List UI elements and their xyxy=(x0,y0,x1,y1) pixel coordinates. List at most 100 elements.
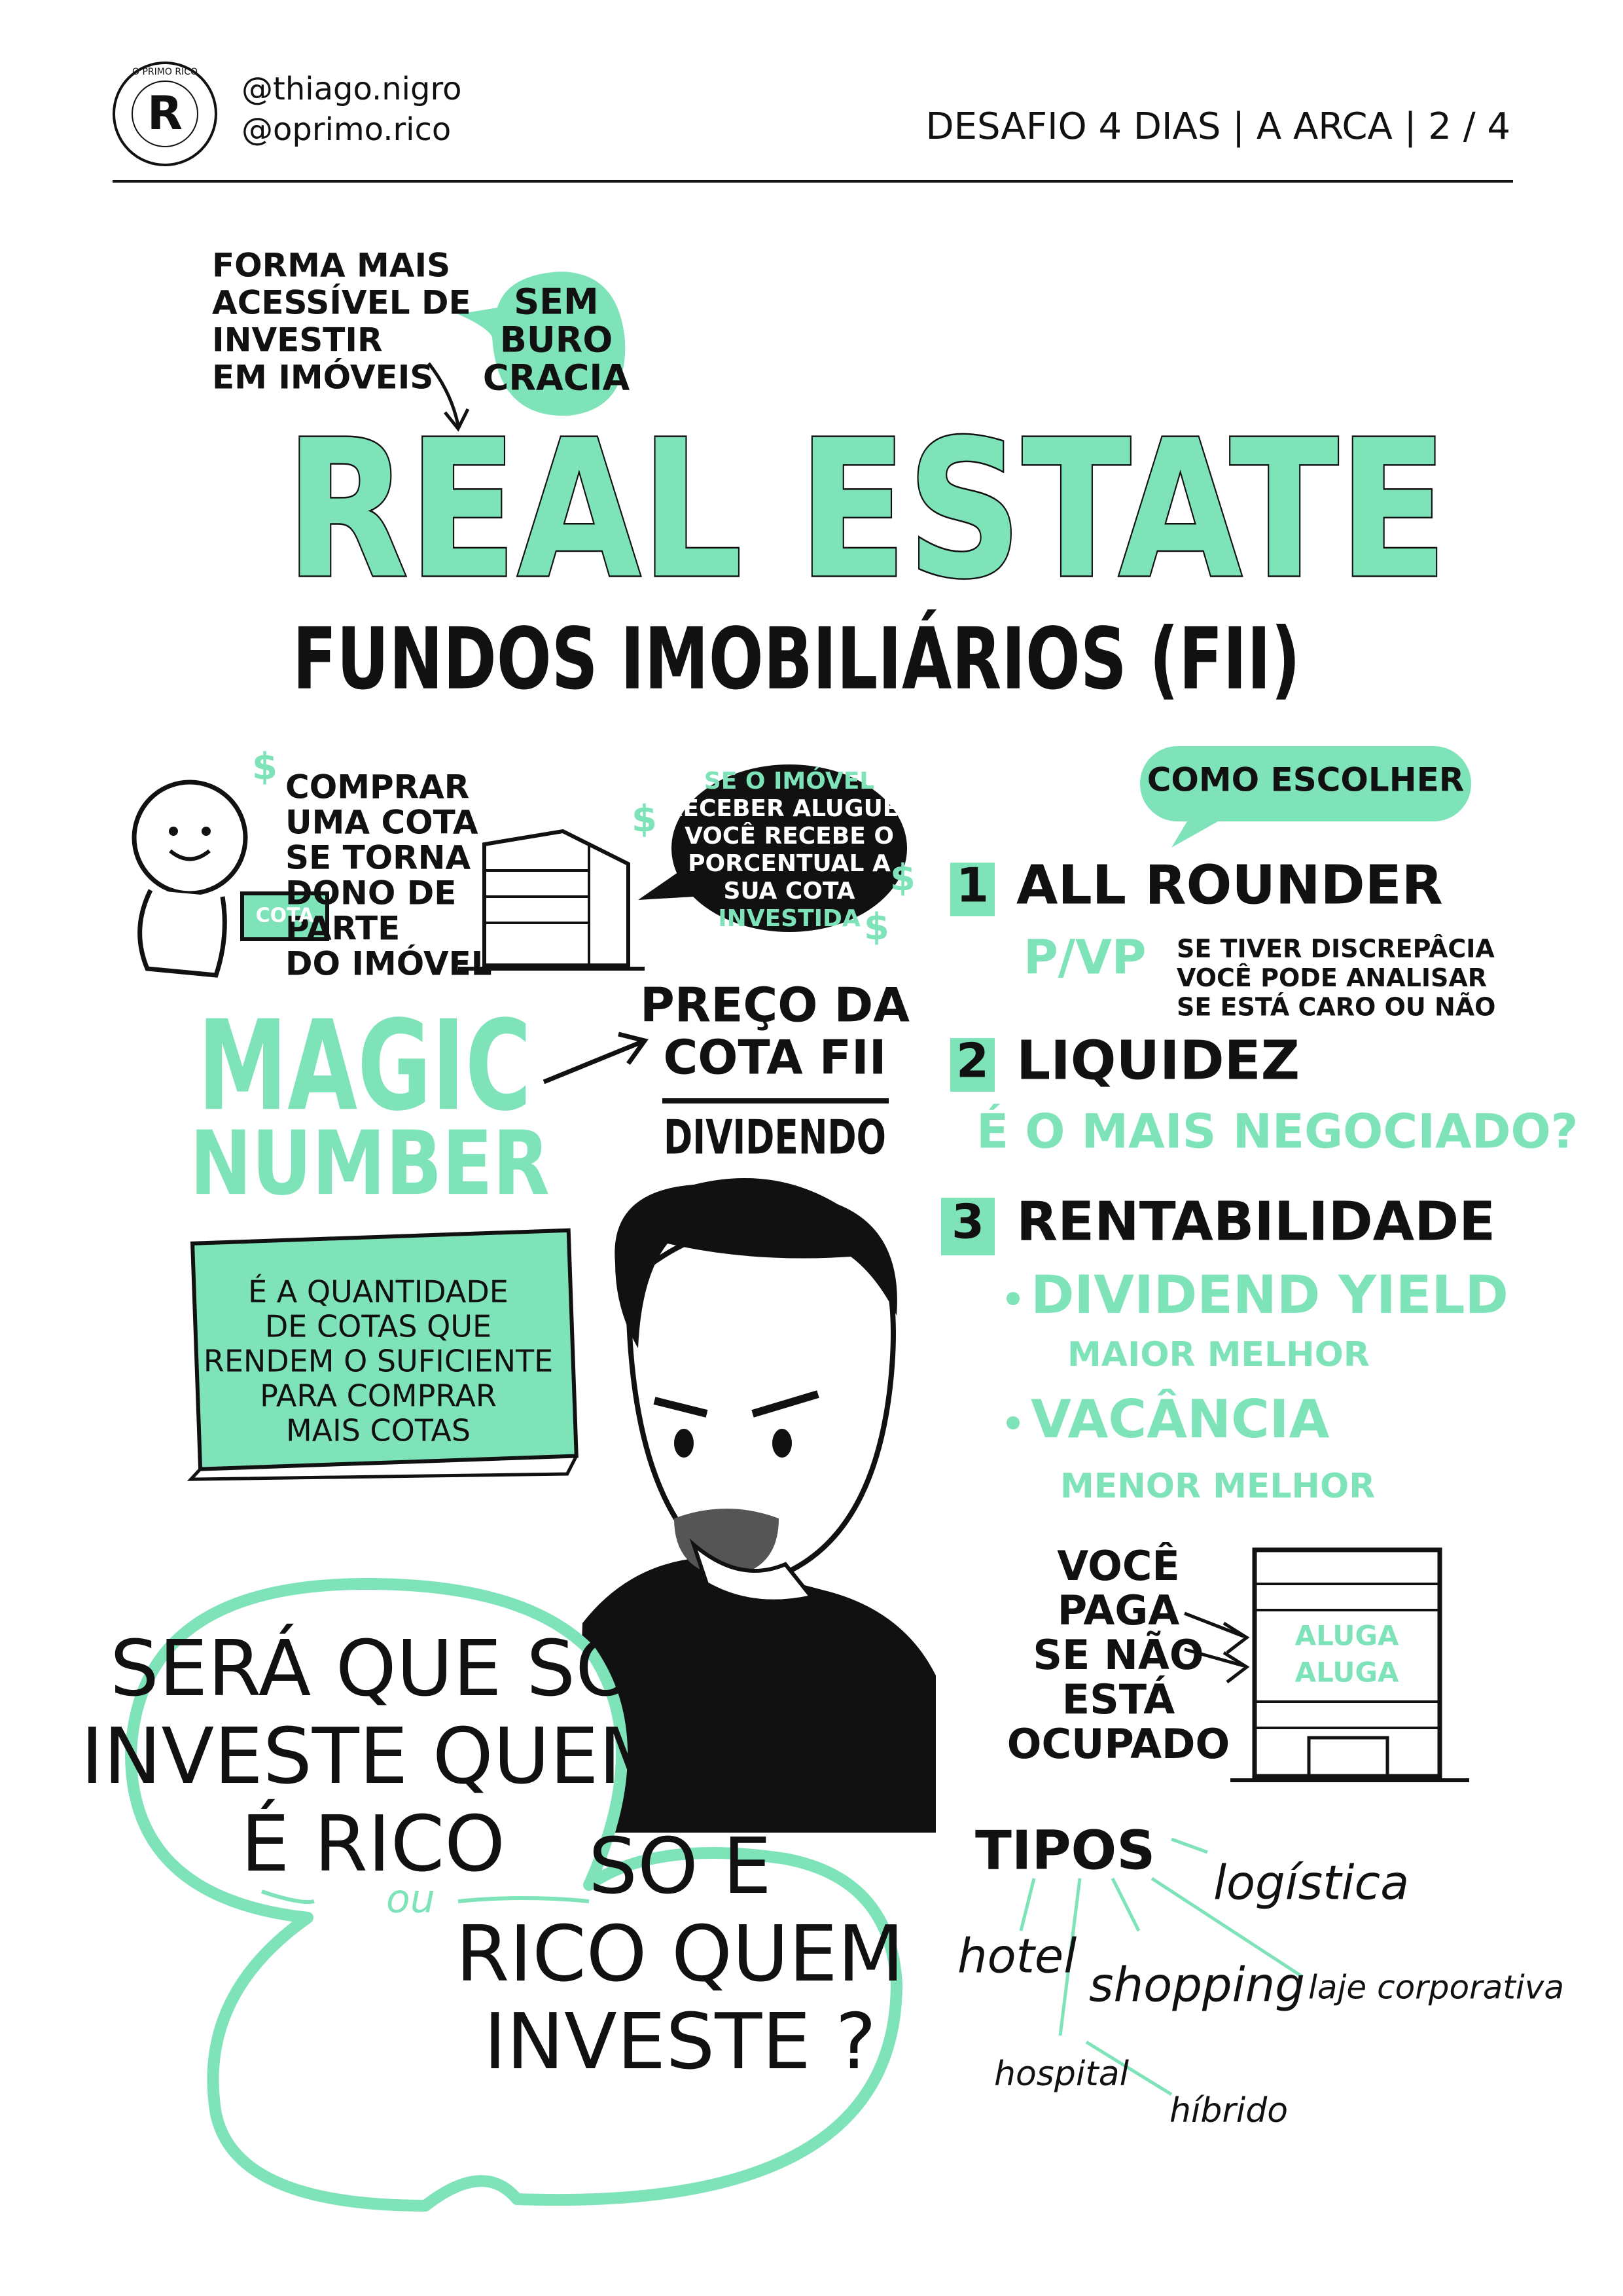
point-label: É O MAIS NEGOCIADO? xyxy=(976,1104,1578,1159)
bubble-text: INVESTIDA xyxy=(718,905,861,932)
point-label: VACÂNCIA xyxy=(1031,1388,1329,1450)
arrow xyxy=(1019,1837,1304,2096)
cota-line: PARTE xyxy=(285,910,400,948)
cota-line: COMPRAR xyxy=(285,768,469,806)
note-line: É A QUANTIDADE xyxy=(248,1274,508,1310)
black-bubble-tail xyxy=(638,870,694,900)
character-body xyxy=(576,1558,936,1833)
tipo: hospital xyxy=(994,2054,1130,2094)
logo-inner xyxy=(132,81,198,147)
number-box xyxy=(941,1198,995,1255)
series: DESAFIO 4 DIAS | A ARCA | 2 / 4 xyxy=(925,105,1510,148)
intro-line: EM IMÓVEIS xyxy=(212,358,433,397)
bubble-text: RECEBER ALUGUEL xyxy=(665,795,914,822)
bullet xyxy=(1007,1416,1020,1429)
person-body xyxy=(137,889,227,978)
or-line xyxy=(457,1896,590,1903)
question-line: SÓ É xyxy=(588,1821,772,1911)
fraction-numerator: COTA FII xyxy=(663,1030,886,1085)
item-number: 3 xyxy=(952,1194,984,1249)
tipo: laje corporativa xyxy=(1308,1969,1564,2007)
tipo: híbrido xyxy=(1169,2091,1288,2130)
black-bubble xyxy=(671,764,907,932)
point-note: MAIOR MELHOR xyxy=(1067,1335,1370,1374)
item-title: RENTABILIDADE xyxy=(1016,1191,1495,1253)
fraction-denominator: DIVIDENDO xyxy=(664,1110,886,1165)
point-label: P/VP xyxy=(1024,930,1147,985)
note xyxy=(190,1228,579,1471)
currency-sign: $ xyxy=(252,745,277,788)
arrow xyxy=(1184,1611,1250,1683)
number-box xyxy=(950,863,995,916)
title: REAL ESTATE xyxy=(285,400,1448,620)
character-hair xyxy=(615,1178,897,1348)
item-number: 1 xyxy=(956,858,989,913)
note-line: PARA COMPRAR xyxy=(260,1378,497,1414)
character-hand xyxy=(689,1538,815,1604)
pill-tail xyxy=(1171,815,1224,848)
number-box xyxy=(950,1038,995,1092)
building-text: ALUGA xyxy=(1295,1657,1399,1689)
question-line: INVESTE ? xyxy=(484,1996,876,2087)
question-line: RICO QUEM xyxy=(455,1909,904,1999)
cota-line: UMA COTA xyxy=(285,804,478,842)
question-line: INVESTE QUEM xyxy=(80,1711,665,1801)
note-line: MAIS COTAS xyxy=(286,1413,471,1448)
cota-line: DO IMÓVEL xyxy=(285,944,492,983)
person-smile xyxy=(169,849,211,861)
building-lines xyxy=(1255,1583,1440,1729)
or-line xyxy=(261,1890,315,1904)
vacancia-line: OCUPADO xyxy=(1007,1720,1230,1768)
magic-title: NUMBER xyxy=(190,1112,550,1215)
cota-line: DONO DE xyxy=(285,874,456,912)
arrow xyxy=(427,362,470,432)
note-group xyxy=(187,1228,579,1481)
handle: @oprimo.rico xyxy=(241,111,451,148)
intro-line: FORMA MAIS xyxy=(212,247,450,285)
point-note: SE TIVER DISCREPÂCIA xyxy=(1177,935,1495,963)
pill xyxy=(1140,746,1471,821)
vacancia-line: SE NÃO xyxy=(1033,1631,1204,1679)
point-note: SE ESTÁ CARO OU NÃO xyxy=(1177,992,1496,1021)
magic-title: MAGIC xyxy=(198,994,531,1138)
item-title: LIQUIDEZ xyxy=(1016,1030,1300,1092)
arrow xyxy=(543,1031,649,1085)
note-shadow xyxy=(187,1455,578,1481)
person-eye xyxy=(169,827,178,836)
note-line: RENDEM O SUFICIENTE xyxy=(204,1344,553,1379)
pill-text: COMO ESCOLHER xyxy=(1147,761,1465,799)
character-brows xyxy=(653,1390,819,1418)
person-head xyxy=(132,780,248,896)
bullet xyxy=(1007,1292,1020,1305)
item-title: ALL ROUNDER xyxy=(1016,854,1443,916)
bubble-text: SEM xyxy=(514,281,599,323)
tipo: logística xyxy=(1213,1856,1409,1910)
point-label: DIVIDEND YIELD xyxy=(1031,1265,1508,1325)
vacancia-line: VOCÊ xyxy=(1057,1542,1179,1590)
vacancia-line: PAGA xyxy=(1058,1587,1180,1634)
intro-line: INVESTIR xyxy=(212,321,383,359)
bubble-text: PORCENTUAL A xyxy=(688,850,891,877)
bubble-text: SUA COTA xyxy=(723,878,855,905)
item-number: 2 xyxy=(956,1033,989,1088)
point-note: MENOR MELHOR xyxy=(1060,1467,1375,1506)
speech-bubble xyxy=(458,272,626,416)
logo: R xyxy=(147,86,183,140)
cota-label: COTA xyxy=(256,905,315,927)
bubble-text: BURO xyxy=(500,319,613,361)
currency-sign: $ xyxy=(890,857,916,899)
point-note: VOCÊ PODE ANALISAR xyxy=(1177,963,1487,992)
currency-sign: $ xyxy=(632,798,657,840)
bubble-text: SE O IMÓVEL xyxy=(704,767,874,795)
or: ou xyxy=(386,1876,435,1922)
note-line: DE COTAS QUE xyxy=(265,1309,491,1344)
bubble-text: CRACIA xyxy=(483,357,630,399)
logo-ring-text: O PRIMO RICO xyxy=(132,67,198,77)
vacancia-line: ESTÁ xyxy=(1062,1676,1175,1723)
tipos-title: TIPOS xyxy=(975,1820,1155,1882)
intro-line: ACESSÍVEL DE xyxy=(212,283,471,322)
question-bubble xyxy=(125,1578,902,2212)
cota-line: SE TORNA xyxy=(285,839,471,877)
character-eye xyxy=(772,1429,792,1458)
